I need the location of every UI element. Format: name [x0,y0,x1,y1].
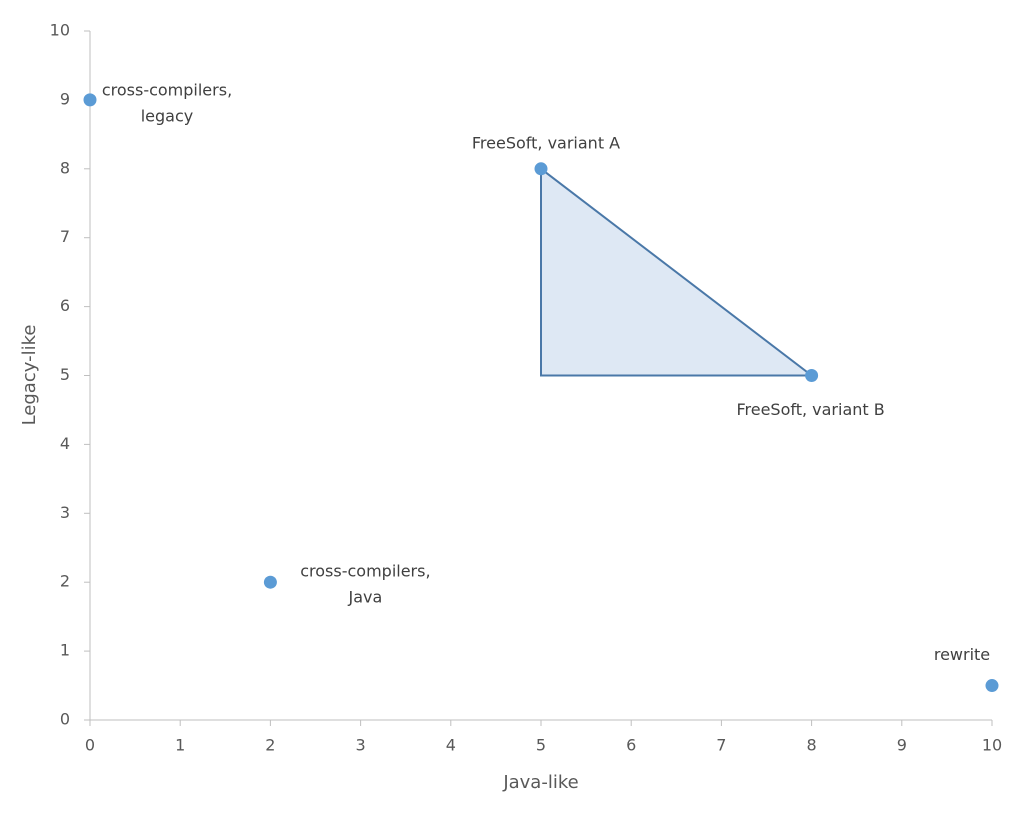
point-label: cross-compilers, [300,562,430,581]
point-label: FreeSoft, variant B [736,400,884,419]
point [805,369,819,382]
point-label: cross-compilers, [102,80,232,99]
y-tick-label: 1 [60,641,70,660]
point [534,162,548,176]
y-tick-label: 9 [60,89,70,108]
point-label: rewrite [934,645,990,664]
x-tick-label: 9 [897,736,907,755]
x-tick-label: 10 [982,736,1002,755]
x-tick-label: 4 [446,736,456,755]
y-tick-label: 0 [60,710,70,729]
y-tick-label: 2 [60,572,70,591]
point [263,575,277,589]
x-tick-label: 8 [807,736,817,755]
x-tick-label: 3 [356,736,366,755]
x-axis-label: Java-like [502,772,578,793]
x-tick-label: 6 [626,736,636,755]
y-tick-label: 5 [60,365,70,384]
x-tick-label: 5 [536,736,546,755]
region [540,166,815,377]
x-tick-label: 7 [716,736,726,755]
x-tick-label: 1 [175,736,185,755]
point-label: legacy [141,106,194,125]
y-tick-label: 10 [50,21,70,40]
point-label: FreeSoft, variant A [472,133,620,152]
y-tick-label: 7 [60,227,70,246]
point-label: Java [348,588,383,607]
y-axis-label: Legacy-like [19,325,40,426]
point [985,679,999,693]
x-tick-label: 0 [85,736,95,755]
y-tick-label: 6 [60,296,70,315]
point [83,93,97,107]
x-tick-label: 2 [265,736,275,755]
y-tick-label: 4 [60,434,70,453]
y-tick-label: 8 [60,158,70,177]
y-tick-label: 3 [60,503,70,522]
